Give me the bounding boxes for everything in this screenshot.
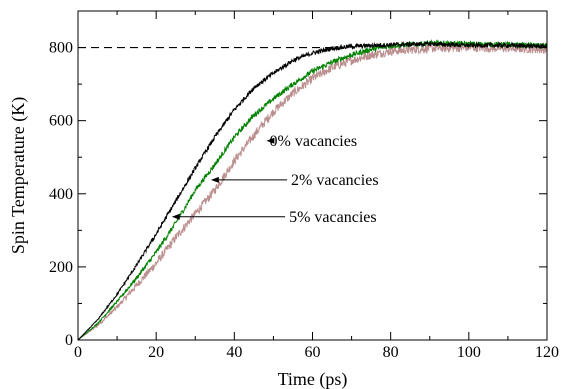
series-line-2 (77, 42, 548, 341)
series-line-0 (77, 40, 548, 341)
annotation-label: 2% vacancies (291, 172, 379, 189)
annotation-arrow-head (210, 176, 219, 183)
y-tick-label: 600 (49, 113, 73, 130)
x-tick-label: 0 (74, 344, 82, 361)
y-tick-label: 0 (65, 332, 73, 349)
x-axis-title: Time (ps) (278, 369, 348, 389)
tick-layer: 0 20 40 60 80 100 120 0 200 400 600 800 (49, 10, 559, 361)
x-tick-label: 60 (305, 344, 321, 361)
x-tick-label: 120 (535, 344, 559, 361)
x-tick-label: 80 (383, 344, 399, 361)
y-tick-label: 800 (49, 40, 73, 57)
y-axis-title: Spin Temperature (K) (8, 97, 29, 254)
annotation-arrow-head (266, 137, 275, 144)
x-tick-label: 100 (457, 344, 481, 361)
annotation-label: 5% vacancies (289, 209, 377, 226)
series-line-1 (77, 38, 548, 341)
annotation-label: 0% vacancies (270, 133, 358, 150)
x-tick-label: 40 (226, 344, 242, 361)
series-layer (77, 38, 548, 341)
y-tick-label: 200 (49, 259, 73, 276)
annotation-layer: 0% vacancies 2% vacancies 5% vacancies (171, 133, 379, 226)
annotation-arrow-head (171, 213, 180, 220)
x-tick-label: 20 (148, 344, 164, 361)
y-tick-label: 400 (49, 186, 73, 203)
